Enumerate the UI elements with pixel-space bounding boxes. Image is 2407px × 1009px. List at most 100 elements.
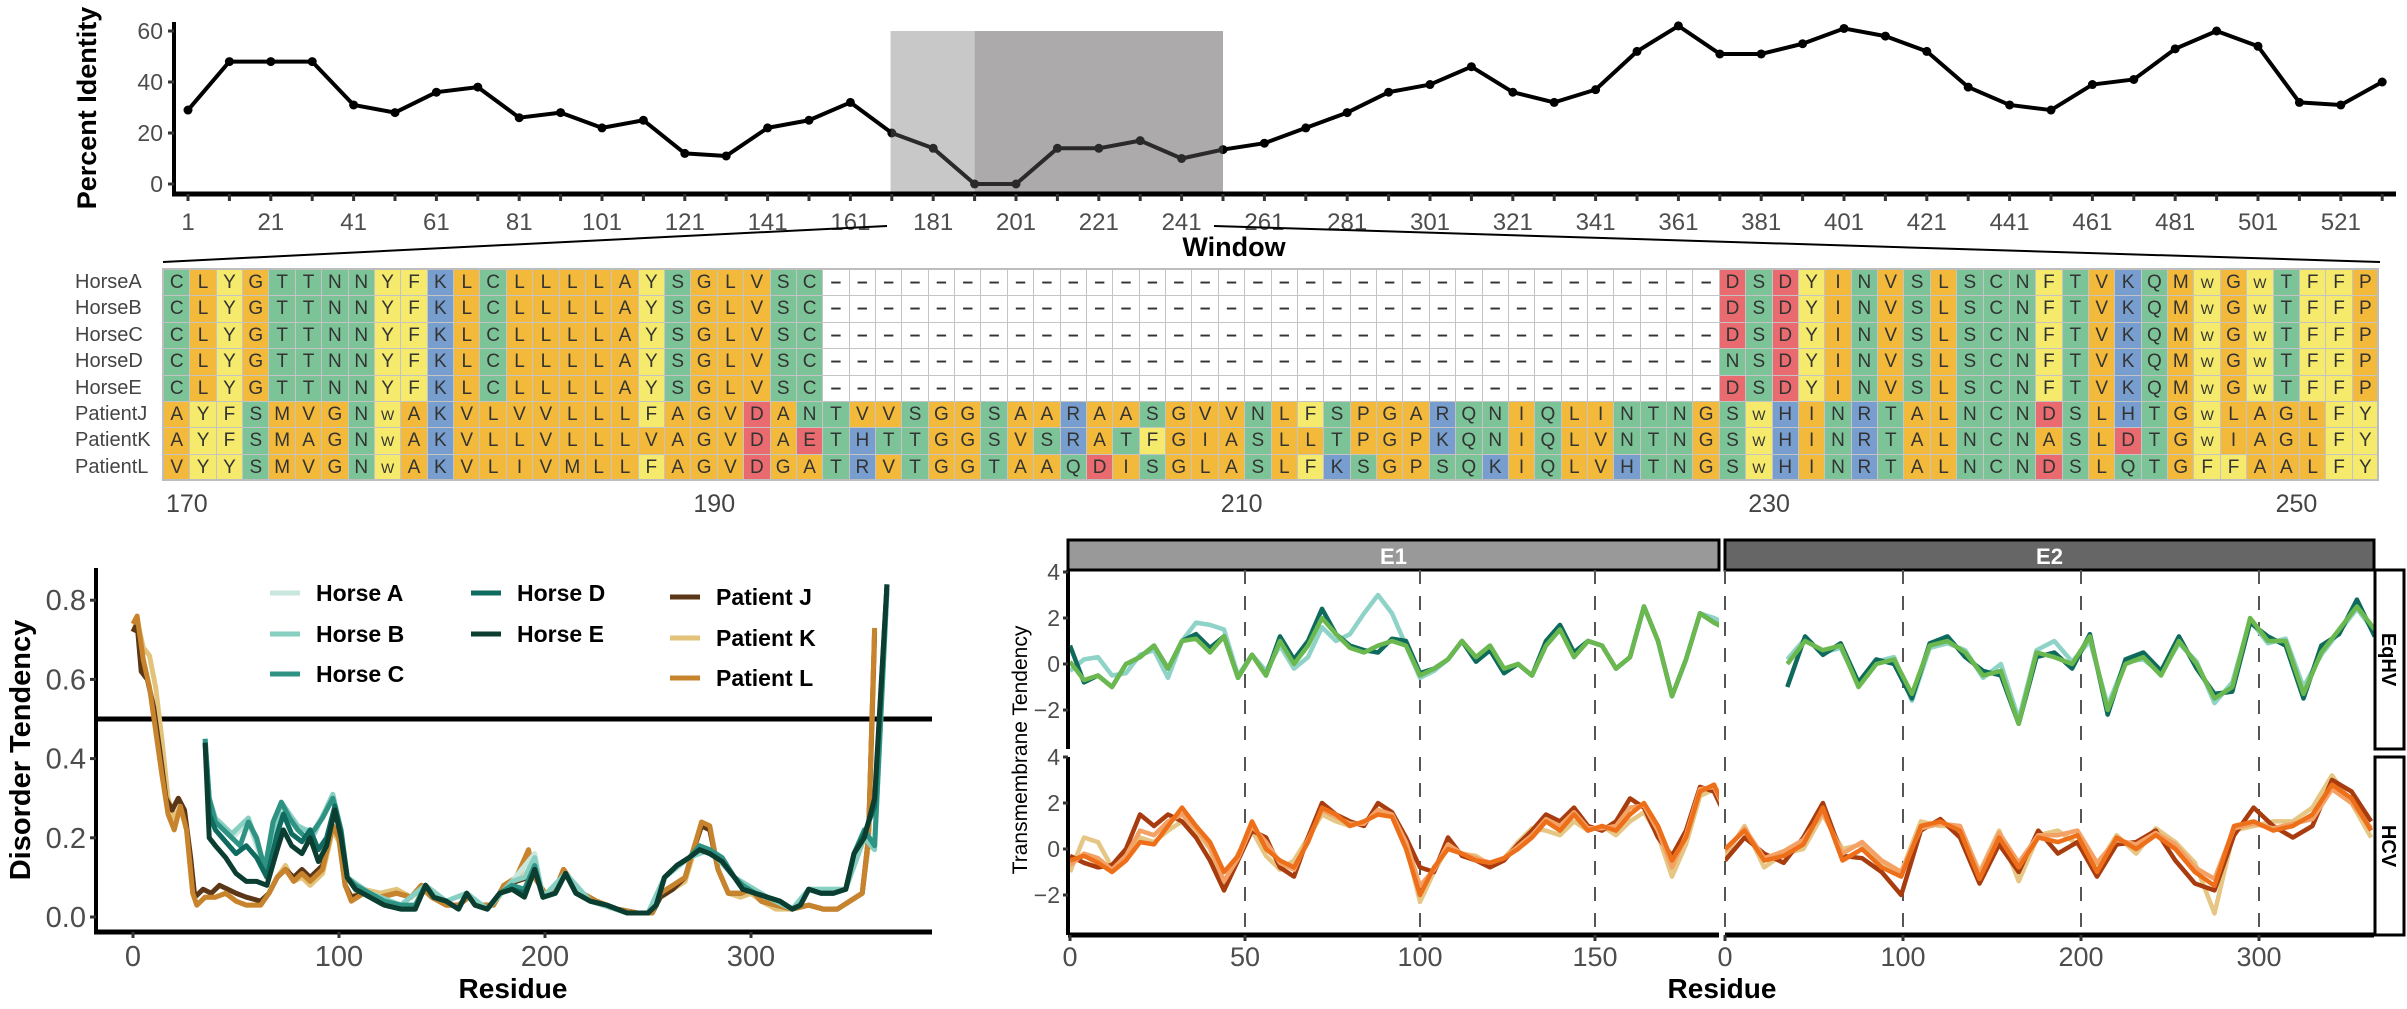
residue-cell: N — [1613, 427, 1641, 455]
gap-cell: – — [1270, 295, 1298, 323]
gap-cell: – — [1006, 374, 1035, 402]
residue-cell: Q — [1534, 453, 1562, 482]
residue-cell: A — [2272, 453, 2300, 482]
residue-cell: L — [453, 374, 481, 402]
y-tick-label: 20 — [137, 120, 163, 146]
y-axis-title: Disorder Tendency — [5, 620, 37, 881]
residue-cell: L — [1929, 269, 1958, 297]
x-tick-label: 341 — [1576, 209, 1616, 236]
identity-point — [1922, 46, 1932, 56]
residue-cell: C — [1982, 348, 2010, 376]
residue-cell: I — [1507, 401, 1536, 429]
residue-cell: G — [2219, 321, 2248, 350]
residue-cell: S — [901, 401, 929, 429]
residue-cell: V — [532, 453, 560, 482]
residue-cell: P — [2351, 348, 2380, 376]
residue-cell: V — [743, 269, 771, 297]
gap-cell: – — [1191, 295, 1219, 323]
residue-cell: C — [1982, 269, 2010, 297]
residue-cell: G — [690, 401, 718, 429]
position-label: 230 — [1748, 490, 1790, 518]
residue-cell: L — [505, 348, 534, 376]
residue-cell: G — [1692, 427, 1720, 455]
gap-cell: – — [901, 295, 929, 323]
residue-cell: W — [373, 401, 402, 429]
gap-cell: – — [1296, 269, 1325, 297]
gap-cell: – — [1534, 269, 1562, 297]
residue-cell: A — [611, 269, 639, 297]
residue-cell: L — [611, 453, 639, 482]
gap-cell: – — [1244, 269, 1272, 297]
legend-item: Horse D — [471, 580, 605, 606]
x-tick-label: 200 — [2058, 942, 2103, 972]
residue-cell: L — [532, 269, 560, 297]
residue-cell: T — [268, 348, 296, 376]
residue-cell: M — [2167, 348, 2195, 376]
residue-cell: N — [2008, 374, 2037, 402]
residue-cell: S — [242, 401, 270, 429]
residue-cell: L — [505, 321, 534, 350]
residue-cell: A — [163, 427, 191, 455]
residue-cell: A — [664, 427, 692, 455]
x-tick-label: 100 — [1880, 942, 1925, 972]
residue-cell: L — [584, 401, 613, 429]
gap-cell: – — [1165, 321, 1193, 350]
identity-point — [1798, 39, 1808, 49]
x-tick-label: 261 — [1244, 209, 1284, 236]
residue-cell: Y — [2351, 401, 2380, 429]
residue-cell: L — [558, 401, 586, 429]
residue-cell: I — [1824, 295, 1852, 323]
gap-cell: – — [1692, 321, 1720, 350]
residue-cell: Y — [189, 453, 217, 482]
residue-cell: N — [321, 295, 349, 323]
gap-cell: – — [954, 295, 982, 323]
gap-cell: – — [1059, 374, 1087, 402]
gap-cell: – — [1006, 321, 1035, 350]
gap-cell: – — [1534, 374, 1562, 402]
gap-cell: – — [1296, 374, 1325, 402]
residue-cell: V — [1877, 374, 1905, 402]
residue-cell: D — [2035, 453, 2063, 482]
residue-cell: H — [848, 427, 876, 455]
gap-cell: – — [1481, 374, 1509, 402]
identity-point — [970, 179, 980, 189]
residue-cell: F — [2035, 295, 2063, 323]
residue-cell: T — [2272, 348, 2300, 376]
residue-cell: G — [690, 348, 718, 376]
residue-cell: A — [1085, 401, 1114, 429]
residue-cell: T — [268, 269, 296, 297]
residue-cell: I — [1191, 427, 1219, 455]
residue-cell: W — [2246, 321, 2274, 350]
residue-cell: T — [822, 427, 850, 455]
identity-point — [1301, 123, 1311, 133]
gap-cell: – — [1534, 295, 1562, 323]
gap-cell: – — [980, 348, 1008, 376]
gap-cell: – — [1507, 321, 1536, 350]
gap-cell: – — [1270, 374, 1298, 402]
x-tick-label: 300 — [727, 941, 775, 973]
x-tick-label: 200 — [521, 941, 569, 973]
residue-cell: F — [400, 295, 428, 323]
residue-cell: L — [1929, 453, 1958, 482]
identity-point — [1715, 49, 1725, 59]
gap-cell: – — [1376, 374, 1404, 402]
residue-cell: S — [1745, 269, 1773, 297]
residue-cell: V — [453, 427, 481, 455]
residue-cell: T — [294, 348, 323, 376]
residue-cell: T — [2061, 321, 2090, 350]
residue-cell: Q — [2140, 269, 2169, 297]
y-tick-label: 0.2 — [46, 823, 86, 855]
identity-point — [2377, 77, 2387, 87]
residue-cell: K — [426, 269, 455, 297]
residue-cell: T — [2140, 453, 2169, 482]
gap-cell: – — [1666, 269, 1694, 297]
residue-cell: F — [400, 321, 428, 350]
gap-cell: – — [1613, 374, 1641, 402]
residue-cell: F — [1296, 453, 1325, 482]
identity-point — [721, 151, 731, 161]
residue-cell: N — [1666, 453, 1694, 482]
residue-cell: L — [189, 295, 217, 323]
residue-cell: S — [1349, 453, 1378, 482]
residue-cell: T — [2061, 374, 2090, 402]
residue-cell: H — [2114, 401, 2142, 429]
